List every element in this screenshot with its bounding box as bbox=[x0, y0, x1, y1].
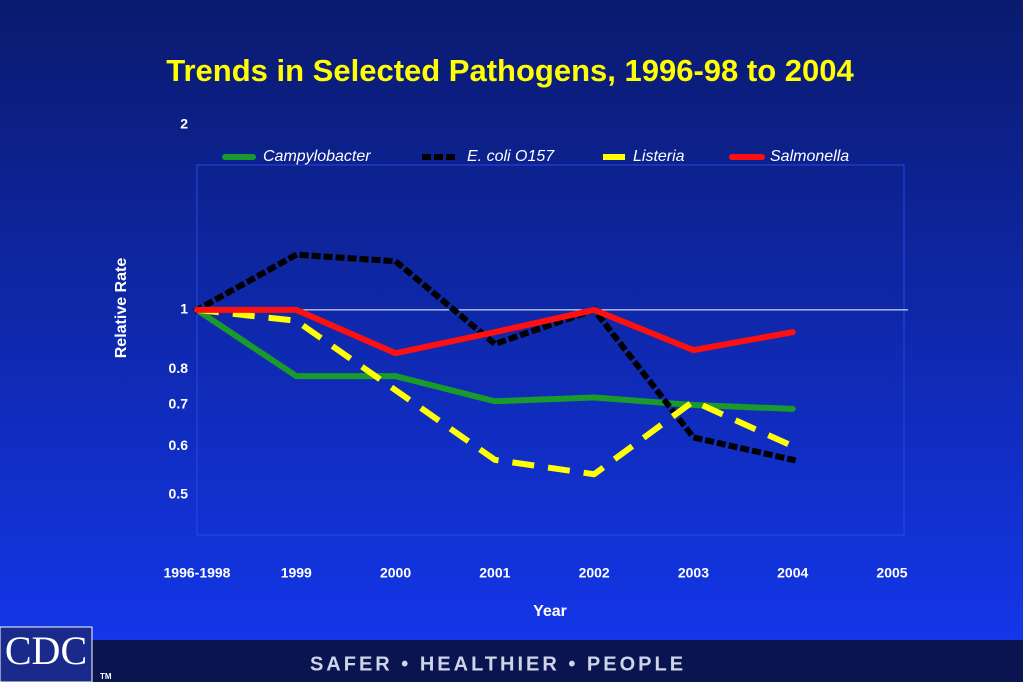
x-tick-label: 2002 bbox=[579, 565, 610, 581]
x-tick-label: 2004 bbox=[777, 565, 808, 581]
legend-label: Listeria bbox=[633, 148, 685, 165]
x-tick-label: 2000 bbox=[380, 565, 411, 581]
plot-frame bbox=[196, 164, 905, 536]
y-axis-label: Relative Rate bbox=[113, 258, 130, 359]
series-line bbox=[196, 306, 794, 478]
x-tick-label: 2003 bbox=[678, 565, 709, 581]
y-tick-label: 1 bbox=[180, 301, 188, 317]
x-tick-label: 2005 bbox=[876, 565, 907, 581]
series-line bbox=[194, 306, 796, 357]
legend-label: Salmonella bbox=[770, 148, 849, 165]
y-tick-label: 0.7 bbox=[169, 396, 189, 412]
footer-band bbox=[0, 640, 1023, 682]
trademark: TM bbox=[100, 672, 112, 681]
legend-label: Campylobacter bbox=[263, 148, 371, 165]
y-tick-label: 0.6 bbox=[169, 437, 189, 453]
x-tick-label: 2001 bbox=[479, 565, 510, 581]
x-tick-label: 1999 bbox=[281, 565, 312, 581]
chart-title: Trends in Selected Pathogens, 1996-98 to… bbox=[166, 53, 854, 88]
x-axis-label: Year bbox=[533, 603, 567, 620]
series-line bbox=[194, 306, 796, 412]
series-line bbox=[192, 251, 797, 464]
logo-box bbox=[0, 626, 93, 683]
y-tick-label: 0.8 bbox=[169, 360, 189, 376]
legend-label: E. coli O157 bbox=[467, 148, 555, 165]
logo: CDC bbox=[5, 628, 87, 673]
y-tick-label: 0.5 bbox=[169, 485, 189, 501]
slogan: SAFER • HEALTHIER • PEOPLE bbox=[310, 653, 686, 675]
y-tick-label: 2 bbox=[180, 116, 188, 132]
x-tick-label: 1996-1998 bbox=[164, 565, 231, 581]
